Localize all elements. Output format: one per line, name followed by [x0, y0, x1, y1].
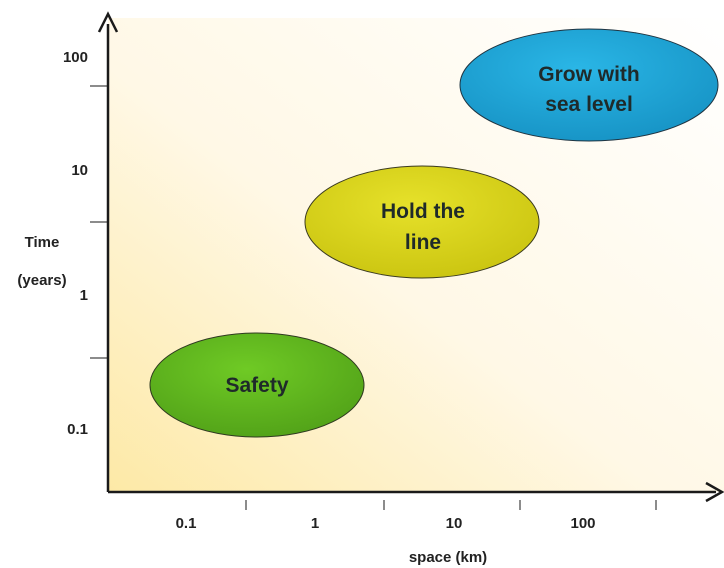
bubble-hold-label-line1: Hold the — [381, 200, 465, 223]
y-tick-label-100: 100 — [63, 49, 88, 66]
bubble-grow-with-sea-level: Grow with sea level — [459, 28, 719, 142]
x-tick-label-100: 100 — [570, 515, 595, 532]
x-axis-title: space (km) — [409, 549, 487, 566]
y-axis-title-line1: Time — [25, 234, 60, 251]
bubble-hold-the-line: Hold the line — [304, 165, 540, 279]
y-tick-label-1: 1 — [80, 287, 88, 304]
x-axis-arrowhead — [705, 481, 724, 503]
y-axis-title-line2: (years) — [17, 272, 66, 289]
x-tick-label-0-1: 0.1 — [176, 515, 197, 532]
y-tick-label-10: 10 — [71, 162, 88, 179]
x-tick-label-1: 1 — [311, 515, 319, 532]
x-tick-label-10: 10 — [446, 515, 463, 532]
bubble-grow-label-line1: Grow with — [538, 63, 640, 86]
bubble-hold-label-line2: line — [405, 231, 441, 254]
y-tick-label-0-1: 0.1 — [67, 421, 88, 438]
bubble-grow-shape — [459, 28, 719, 142]
bubble-grow-label-line2: sea level — [545, 93, 633, 116]
bubble-safety-shape — [149, 332, 365, 438]
y-axis-arrowhead — [97, 11, 119, 33]
bubble-safety-label: Safety — [225, 374, 288, 397]
bubble-safety: Safety — [149, 332, 365, 438]
bubble-hold-shape — [304, 165, 540, 279]
